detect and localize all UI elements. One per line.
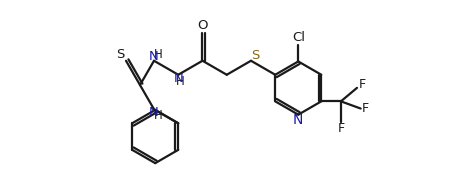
Text: S: S bbox=[250, 49, 258, 62]
Text: H: H bbox=[175, 75, 184, 88]
Text: H: H bbox=[153, 48, 162, 61]
Text: N: N bbox=[149, 50, 158, 63]
Text: H: H bbox=[153, 109, 162, 122]
Text: N: N bbox=[149, 106, 158, 119]
Text: F: F bbox=[358, 78, 365, 91]
Text: F: F bbox=[361, 102, 369, 115]
Text: S: S bbox=[116, 48, 124, 61]
Text: O: O bbox=[197, 19, 207, 32]
Text: N: N bbox=[292, 113, 303, 127]
Text: N: N bbox=[173, 72, 183, 85]
Text: F: F bbox=[336, 122, 344, 135]
Text: Cl: Cl bbox=[291, 31, 304, 44]
